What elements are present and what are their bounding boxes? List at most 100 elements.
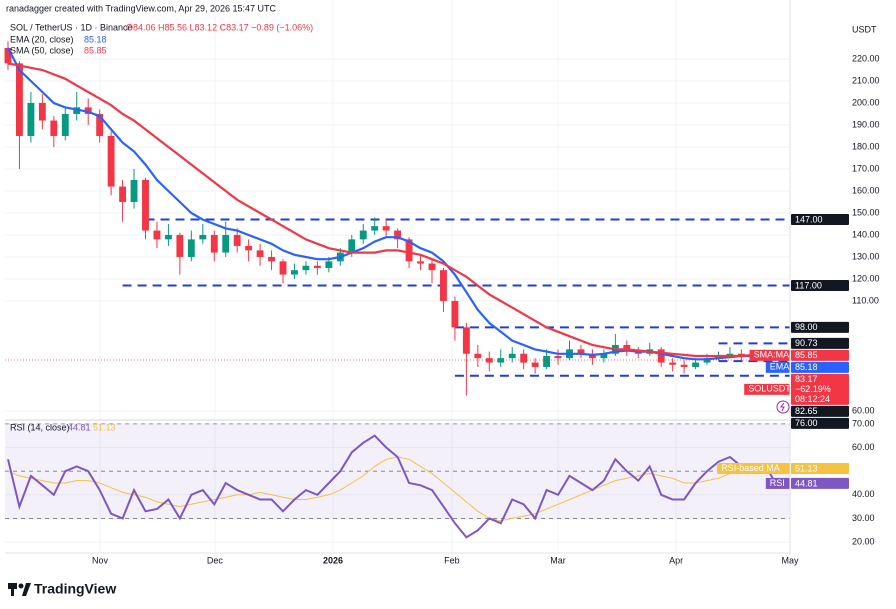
legend-name: EMA (20, close) (10, 34, 74, 44)
legend-value: 85.85 (84, 45, 107, 55)
candle-body (359, 230, 367, 240)
y-tick-label: 150.00 (852, 207, 880, 217)
price-tag-name-box (717, 462, 790, 474)
candle-body (153, 230, 161, 240)
x-tick-label: Feb (444, 555, 460, 565)
price-tag-name: RSI-based MA (721, 463, 780, 473)
candle-body (543, 355, 551, 367)
logo-text: TradingView (34, 581, 116, 597)
y-tick-label: 140.00 (852, 229, 880, 239)
candle-body (508, 353, 516, 359)
price-tag-label: 117.00 (795, 280, 822, 290)
candle-body (348, 239, 356, 253)
price-tag-name-box (744, 383, 790, 395)
rsi-tick-label: 70.00 (852, 418, 875, 428)
price-tag-label: 85.85 (795, 350, 818, 360)
y-tick-label: 60.00 (852, 405, 875, 415)
rsi-line (7, 434, 777, 539)
logo-mark (22, 583, 31, 596)
candle-body (130, 179, 138, 202)
candle-body (50, 120, 58, 136)
candle-body (417, 261, 424, 264)
candle-body (623, 344, 631, 352)
x-tick-label: Dec (207, 555, 224, 565)
price-tag-name-box (749, 349, 790, 361)
price-tag (791, 280, 849, 292)
candle-body (657, 349, 665, 363)
price-tag-label: 85.18 (795, 362, 818, 372)
rsi-title: RSI (14, close) (10, 422, 70, 432)
candle-body (474, 353, 482, 359)
y-tick-label: 160.00 (852, 185, 880, 195)
candle-body (187, 239, 195, 257)
price-tag (791, 477, 849, 489)
price-tag (791, 373, 849, 405)
credit: ranadagger created with TradingView.com,… (6, 3, 276, 13)
candle-body (531, 362, 539, 367)
candle-body (61, 113, 69, 136)
candle-body (302, 265, 310, 271)
y-tick-label: 200.00 (852, 97, 880, 107)
candle-body (38, 102, 46, 121)
candle-body (210, 234, 218, 253)
rsi-legend-ma: 51.13 (93, 422, 116, 432)
candle-body (279, 261, 287, 275)
price-tag-label: 76.00 (795, 418, 818, 428)
logo-mark (11, 589, 14, 596)
candle-body (485, 358, 493, 363)
alert-icon-bolt (780, 402, 785, 412)
candle-body (405, 239, 413, 262)
x-tick-label: May (781, 555, 799, 565)
price-tag-label: 147.00 (795, 214, 823, 224)
y-tick-label: 180.00 (852, 141, 880, 151)
y-tick-label: 220.00 (852, 53, 880, 63)
price-tag (791, 214, 849, 226)
logo-mark (8, 583, 17, 589)
candle-body (199, 234, 207, 240)
price-tag (791, 361, 849, 373)
x-tick-label: 2026 (323, 555, 343, 565)
price-tag-label: 90.73 (795, 338, 818, 348)
candle-body (520, 353, 528, 363)
price-tag-label: 44.81 (795, 478, 818, 488)
rsi-tick-label: 40.00 (852, 489, 875, 499)
candle-body (692, 362, 700, 367)
candle-body (726, 353, 734, 356)
candle-body (577, 349, 585, 354)
candle-body (313, 265, 321, 268)
candle-body (256, 250, 264, 257)
legend-value: 85.18 (84, 34, 107, 44)
y-tick-label: 110.00 (852, 295, 879, 305)
candle-body (245, 245, 253, 251)
rsi-tick-label: 20.00 (852, 536, 875, 546)
candle-body (27, 102, 35, 136)
candle-body (222, 234, 230, 253)
price-tag-extra: −62.19% (795, 384, 831, 394)
candle-body (233, 234, 241, 246)
candle-body (394, 230, 402, 240)
candle-body (164, 234, 172, 240)
price-tag (791, 337, 849, 349)
y-tick-label: 130.00 (852, 251, 880, 261)
candle-body (4, 47, 12, 64)
candle-body (440, 270, 447, 301)
y-tick-label: 190.00 (852, 119, 880, 129)
currency: USDT (852, 24, 877, 34)
y-tick-label: 120.00 (852, 273, 880, 283)
price-tag-name: RSI (770, 478, 785, 488)
price-tag-name: SMA:MA (754, 350, 790, 360)
candle-body (382, 226, 390, 231)
candle-body (737, 353, 745, 356)
candle-body (268, 256, 275, 262)
candle-body (462, 327, 470, 354)
candle-body (325, 261, 333, 268)
logo-mark (18, 583, 24, 589)
legend-name: SMA (50, close) (10, 45, 74, 55)
candle-body (371, 226, 379, 231)
alert-icon[interactable] (776, 400, 790, 414)
candle-body (96, 113, 104, 136)
candle-body (600, 353, 608, 359)
candle-body (428, 263, 436, 271)
